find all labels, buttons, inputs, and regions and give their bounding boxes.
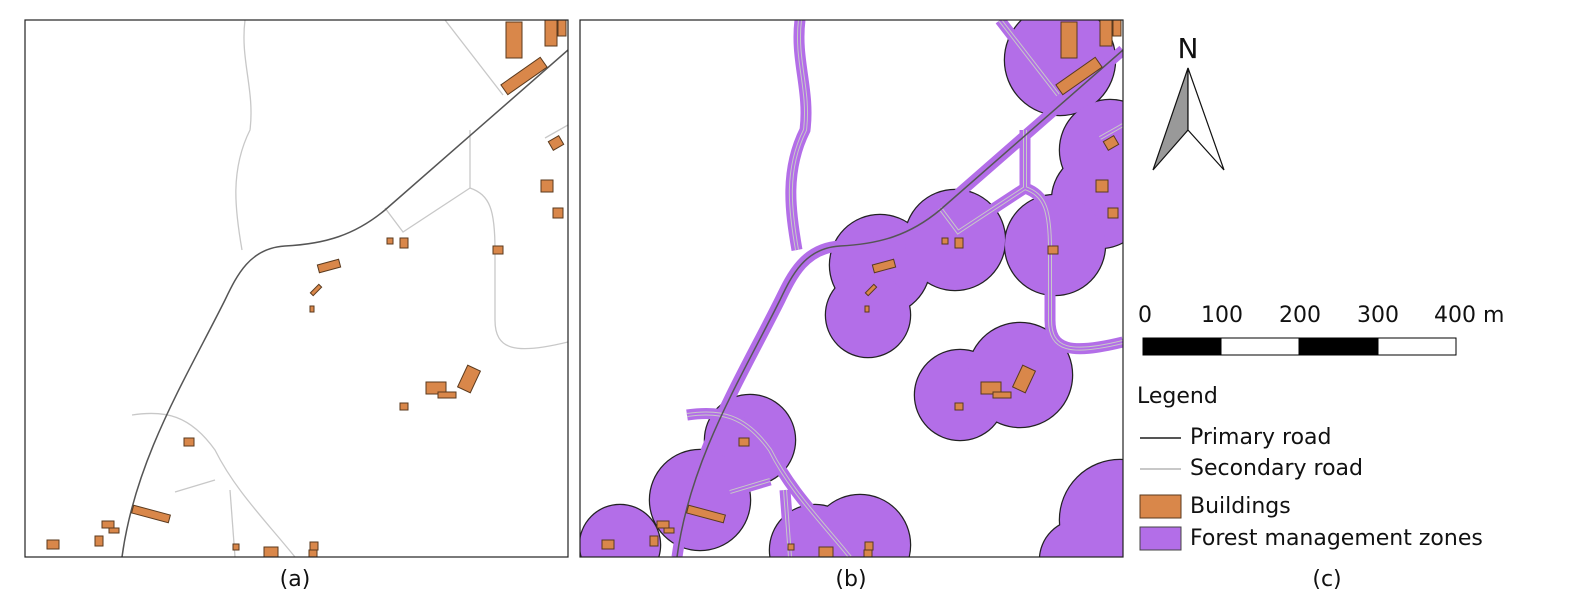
scale-label: 300	[1357, 303, 1399, 328]
scale-label: 400 m	[1434, 303, 1504, 328]
map-panel-b	[579, 19, 1124, 558]
legend-item: Primary road	[1190, 425, 1331, 450]
scale-label: 100	[1201, 303, 1243, 328]
scale-label: 200	[1279, 303, 1321, 328]
legend: Legend Primary road Secondary road Build…	[1137, 384, 1483, 551]
panel-label: (b)	[835, 567, 866, 592]
scale-bar: 0 100 200 300 400 m	[1138, 303, 1504, 356]
legend-item: Forest management zones	[1190, 526, 1483, 551]
legend-item: Buildings	[1190, 494, 1291, 519]
legend-title: Legend	[1137, 384, 1218, 409]
north-label: N	[1178, 32, 1199, 65]
panel-label: (a)	[280, 567, 311, 592]
panel-label: (c)	[1312, 567, 1341, 592]
scale-label: 0	[1138, 303, 1152, 328]
north-arrow: N	[1152, 32, 1225, 171]
map-panel-a	[24, 19, 569, 558]
legend-item: Secondary road	[1190, 456, 1363, 481]
